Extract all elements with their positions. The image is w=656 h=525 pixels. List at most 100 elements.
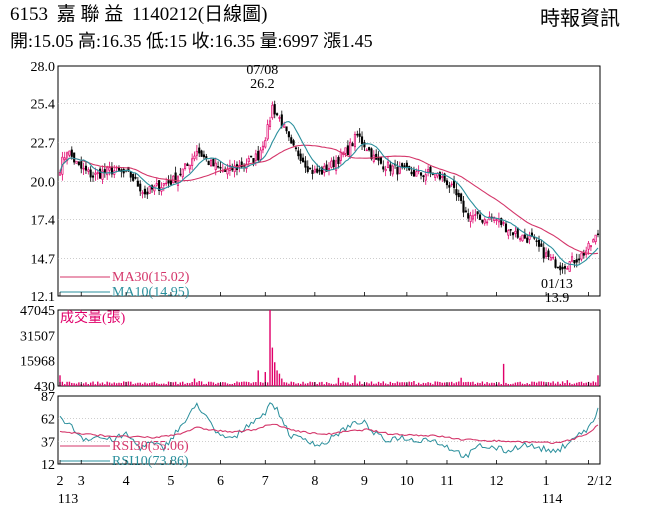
candle [155, 178, 158, 187]
volume-bar [271, 347, 274, 386]
candle-body [191, 158, 194, 166]
candle-body [561, 266, 564, 270]
ohlc-summary: 開:15.05 高:16.35 低:15 收:16.35 量:6997 漲1.4… [10, 30, 373, 52]
candle-body [478, 214, 482, 220]
volume-bar [403, 382, 406, 386]
volume-bar [276, 370, 278, 386]
candle-body [101, 170, 104, 180]
volume-bar [120, 383, 123, 386]
candle-body [188, 164, 191, 170]
volume-bar [222, 382, 224, 386]
candle-body [575, 259, 578, 263]
volume-bar [191, 381, 193, 386]
volume-bar [571, 384, 573, 386]
volume-bar [252, 382, 255, 386]
candle-body [379, 156, 382, 164]
candle [568, 261, 571, 272]
candle-body [596, 233, 600, 236]
volume-bar [358, 381, 361, 386]
candle [519, 236, 522, 242]
volume-bar [184, 383, 186, 386]
candle [384, 165, 387, 177]
volume-bar [186, 382, 189, 386]
candle-body [304, 160, 307, 168]
candle [337, 155, 340, 169]
candle-body [540, 243, 543, 247]
candle [250, 155, 253, 158]
candle [257, 145, 260, 162]
volume-bar [243, 381, 245, 386]
candle [273, 100, 276, 119]
candle-body [396, 166, 399, 175]
volume-bar [210, 381, 212, 386]
x-tick-label: 1 [543, 474, 550, 489]
volume-bar [73, 383, 75, 386]
volume-bar [422, 382, 425, 386]
candle-body [129, 171, 132, 178]
candle-body [273, 104, 276, 115]
volume-bar [479, 383, 481, 386]
candle-body [445, 180, 449, 186]
x-tick-label: 11 [440, 474, 453, 489]
volume-bar [137, 382, 139, 386]
volume-bar [297, 383, 300, 386]
candle-body [370, 148, 373, 160]
volume-bar [583, 383, 585, 386]
candle [120, 168, 123, 178]
volume-bar [349, 384, 351, 386]
volume-bar [507, 383, 510, 386]
candle-body [254, 153, 257, 161]
candle [514, 226, 517, 238]
candle-body [511, 232, 515, 236]
volume-bar [139, 382, 141, 386]
candle-body [155, 183, 158, 186]
candle-body [460, 193, 463, 201]
candle-body [464, 210, 467, 213]
x-year-label: 114 [542, 492, 562, 507]
candle [401, 162, 404, 170]
panel-frame-1 [57, 309, 601, 387]
candle-body [438, 172, 441, 180]
candle-body [184, 163, 187, 169]
volume-bar [108, 382, 111, 386]
low-value-label: 13.9 [545, 291, 570, 306]
candle [212, 158, 215, 167]
candle-body [292, 140, 295, 146]
candle-body [481, 219, 484, 223]
volume-bar [118, 382, 120, 386]
volume-bar [264, 372, 266, 386]
candle-body [582, 252, 585, 256]
volume-bar [462, 382, 465, 386]
volume-bar [295, 383, 297, 386]
candle-body [268, 120, 272, 127]
candle [108, 161, 111, 176]
candle [596, 229, 600, 238]
volume-bar [94, 384, 97, 386]
candle-body [339, 151, 342, 161]
x-tick-label: 8 [311, 474, 318, 489]
candle-body [301, 157, 305, 163]
ma10-line [59, 120, 599, 266]
candle [580, 252, 583, 262]
candle-body [153, 185, 156, 192]
volume-bar [519, 381, 521, 386]
candle-body [87, 169, 90, 172]
candle-body [504, 223, 508, 232]
candle-body [356, 133, 359, 136]
candle-body [330, 160, 333, 168]
candle [188, 164, 191, 174]
candle-body [278, 117, 281, 119]
volume-bar [450, 381, 453, 386]
volume-bar [259, 382, 262, 386]
candle [134, 172, 137, 180]
candle [103, 163, 106, 178]
volume-bar [498, 382, 500, 386]
candle [419, 172, 423, 180]
candle [339, 148, 342, 165]
candle [504, 221, 508, 233]
candle [441, 171, 444, 182]
volume-bar [443, 382, 446, 386]
low-date-label: 01/13 [541, 277, 573, 292]
volume-bar [467, 381, 469, 386]
candle [153, 184, 156, 195]
